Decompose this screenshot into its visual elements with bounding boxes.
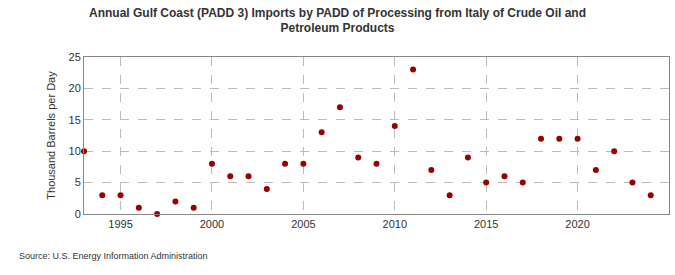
svg-text:5: 5 — [75, 176, 81, 188]
svg-text:Source: U.S. Energy Informatio: Source: U.S. Energy Information Administ… — [19, 251, 208, 261]
svg-text:Thousand Barrels per Day: Thousand Barrels per Day — [45, 71, 57, 200]
svg-text:2020: 2020 — [565, 218, 589, 230]
svg-text:15: 15 — [69, 114, 81, 126]
svg-text:Annual Gulf Coast (PADD 3) Imp: Annual Gulf Coast (PADD 3) Imports by PA… — [89, 6, 586, 36]
svg-text:2000: 2000 — [200, 218, 224, 230]
svg-text:2005: 2005 — [291, 218, 315, 230]
svg-text:0: 0 — [75, 208, 81, 220]
svg-text:10: 10 — [69, 145, 81, 157]
svg-text:20: 20 — [69, 82, 81, 94]
svg-text:1995: 1995 — [108, 218, 132, 230]
svg-text:2015: 2015 — [474, 218, 498, 230]
svg-text:2010: 2010 — [383, 218, 407, 230]
svg-text:25: 25 — [69, 51, 81, 63]
